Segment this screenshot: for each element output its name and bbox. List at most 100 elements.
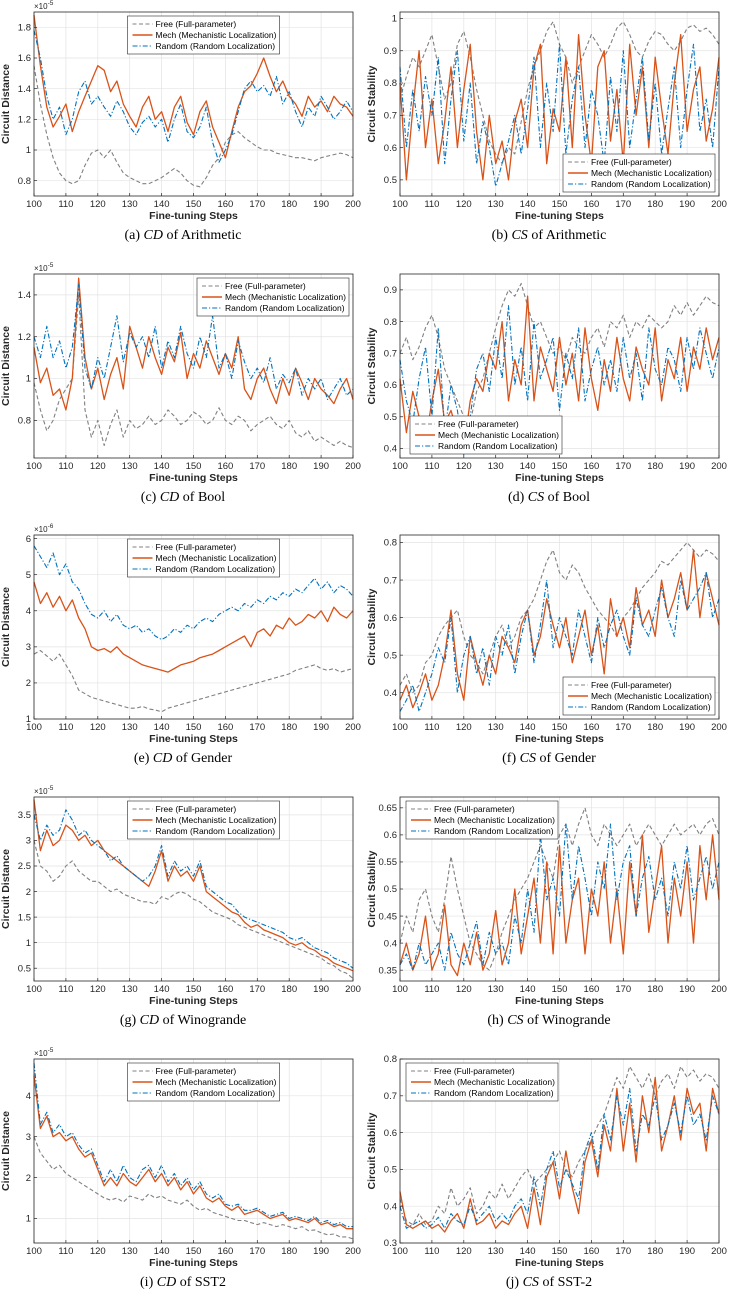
y-tick-label: 0.5 bbox=[384, 884, 397, 895]
x-tick-label: 140 bbox=[154, 199, 170, 210]
chart-g: 100 110 120 130 140 150 160 170 180 190 200 0.5 1 1.5… bbox=[0, 785, 361, 1007]
x-tick-label: 190 bbox=[313, 984, 329, 995]
legend-label: Mech (Mechanistic Localization) bbox=[156, 815, 277, 825]
x-axis-label: Fine-tuning Steps bbox=[515, 995, 604, 1007]
x-tick-label: 110 bbox=[58, 199, 73, 210]
series-line-random bbox=[399, 43, 720, 187]
y-axis-label: Circuit Stability bbox=[366, 65, 378, 142]
legend-label: Random (Random Localization) bbox=[434, 1088, 554, 1098]
x-tick-label: 130 bbox=[488, 461, 504, 472]
x-tick-label: 120 bbox=[456, 199, 472, 210]
legend-label: Mech (Mechanistic Localization) bbox=[156, 30, 277, 40]
x-tick-label: 200 bbox=[711, 199, 727, 210]
x-tick-label: 110 bbox=[424, 722, 439, 733]
x-tick-label: 200 bbox=[711, 461, 727, 472]
x-tick-label: 170 bbox=[615, 984, 631, 995]
x-tick-label: 170 bbox=[615, 1246, 631, 1257]
y-tick-label: 0.65 bbox=[379, 803, 398, 814]
y-tick-label: 0.6 bbox=[384, 380, 397, 391]
y-tick-label: 4 bbox=[26, 1091, 31, 1102]
chart-d: 100 110 120 130 140 150 160 170 180 190 200 0.4 0.5 0… bbox=[366, 273, 727, 484]
chart-i: 100 110 120 130 140 150 160 170 180 190 200 1 2 3 4 Fin… bbox=[0, 1047, 361, 1269]
x-tick-label: 110 bbox=[58, 722, 73, 733]
y-tick-label: 0.4 bbox=[384, 1201, 397, 1212]
x-tick-label: 150 bbox=[186, 461, 202, 472]
y-tick-label: 2 bbox=[26, 678, 31, 689]
axis-exponent: ×10-5 bbox=[34, 262, 54, 273]
y-axis-label: Circuit Stability bbox=[366, 1112, 378, 1189]
series-line-free bbox=[33, 294, 354, 449]
x-tick-label: 190 bbox=[313, 199, 329, 210]
x-tick-label: 200 bbox=[345, 1246, 361, 1257]
legend-label: Random (Random Localization) bbox=[591, 702, 711, 712]
x-tick-label: 160 bbox=[583, 1246, 599, 1257]
x-tick-label: 190 bbox=[313, 461, 329, 472]
y-tick-label: 0.5 bbox=[18, 963, 31, 974]
chart-c: 100 110 120 130 140 150 160 170 180 190 200 0.8 1 1.2… bbox=[0, 262, 361, 484]
x-tick-label: 120 bbox=[90, 199, 106, 210]
y-tick-label: 5 bbox=[26, 570, 31, 581]
y-tick-label: 1.2 bbox=[18, 115, 31, 126]
x-tick-label: 190 bbox=[679, 199, 695, 210]
x-axis-label: Fine-tuning Steps bbox=[149, 472, 238, 484]
y-tick-label: 0.35 bbox=[379, 965, 398, 976]
x-tick-label: 170 bbox=[615, 722, 631, 733]
y-tick-label: 1.4 bbox=[18, 84, 31, 95]
series-line-free bbox=[399, 282, 720, 424]
axis-exponent: ×10-5 bbox=[34, 1047, 54, 1058]
y-tick-label: 0.5 bbox=[384, 650, 397, 661]
y-tick-label: 0.4 bbox=[384, 688, 397, 699]
series-line-free bbox=[399, 541, 720, 694]
x-axis-label: Fine-tuning Steps bbox=[515, 733, 604, 745]
x-tick-label: 180 bbox=[281, 199, 297, 210]
x-tick-label: 200 bbox=[711, 984, 727, 995]
x-tick-label: 150 bbox=[186, 722, 202, 733]
x-tick-label: 130 bbox=[122, 1246, 138, 1257]
x-tick-label: 100 bbox=[26, 1246, 42, 1257]
x-tick-label: 150 bbox=[552, 461, 568, 472]
x-tick-label: 150 bbox=[186, 984, 202, 995]
legend-label: Free (Full-parameter) bbox=[225, 281, 306, 291]
x-tick-label: 130 bbox=[122, 199, 138, 210]
y-tick-label: 0.45 bbox=[379, 911, 398, 922]
x-tick-label: 200 bbox=[345, 461, 361, 472]
legend: Free (Full-parameter)Mech (Mechanistic L… bbox=[562, 153, 716, 193]
x-axis-label: Fine-tuning Steps bbox=[149, 1257, 238, 1269]
legend-label: Mech (Mechanistic Localization) bbox=[225, 292, 346, 302]
x-tick-label: 100 bbox=[26, 984, 42, 995]
y-tick-label: 0.8 bbox=[384, 78, 397, 89]
legend: Free (Full-parameter)Mech (Mechanistic L… bbox=[127, 800, 280, 840]
y-axis-label: Circuit Stability bbox=[366, 327, 378, 404]
x-tick-label: 100 bbox=[392, 1246, 408, 1257]
x-axis-label: Fine-tuning Steps bbox=[515, 1257, 604, 1269]
series-line-mech bbox=[33, 799, 354, 972]
x-tick-label: 110 bbox=[424, 1246, 439, 1257]
x-tick-label: 140 bbox=[520, 1246, 536, 1257]
x-tick-label: 110 bbox=[58, 984, 73, 995]
y-axis-label: Circuit Distance bbox=[0, 1111, 12, 1191]
chart-j: 100 110 120 130 140 150 160 170 180 190 200 0.3 0.4 0… bbox=[366, 1054, 727, 1269]
legend-label: Random (Random Localization) bbox=[434, 826, 554, 836]
caption-j: (j) CS of SST-2 bbox=[505, 1275, 593, 1290]
y-axis-label: Circuit Distance bbox=[0, 587, 12, 667]
legend: Free (Full-parameter)Mech (Mechanistic L… bbox=[562, 676, 716, 716]
x-tick-label: 180 bbox=[647, 984, 663, 995]
x-tick-label: 130 bbox=[488, 199, 504, 210]
chart-b: 100 110 120 130 140 150 160 170 180 190 200 0.5 0.6 0… bbox=[366, 11, 727, 222]
legend-label: Free (Full-parameter) bbox=[156, 1066, 237, 1076]
legend-label: Random (Random Localization) bbox=[156, 826, 276, 836]
x-tick-label: 100 bbox=[392, 199, 408, 210]
x-tick-label: 100 bbox=[26, 722, 42, 733]
x-tick-label: 190 bbox=[679, 722, 695, 733]
legend-label: Free (Full-parameter) bbox=[591, 157, 672, 167]
x-tick-label: 190 bbox=[679, 984, 695, 995]
x-tick-label: 140 bbox=[154, 984, 170, 995]
y-tick-label: 0.6 bbox=[384, 613, 397, 624]
x-tick-label: 110 bbox=[58, 461, 73, 472]
y-tick-label: 1.5 bbox=[18, 912, 31, 923]
caption-d: (d) CS of Bool bbox=[507, 490, 591, 505]
x-tick-label: 160 bbox=[217, 984, 233, 995]
x-axis-label: Fine-tuning Steps bbox=[149, 210, 238, 222]
x-tick-label: 190 bbox=[679, 461, 695, 472]
y-tick-label: 6 bbox=[26, 534, 31, 545]
